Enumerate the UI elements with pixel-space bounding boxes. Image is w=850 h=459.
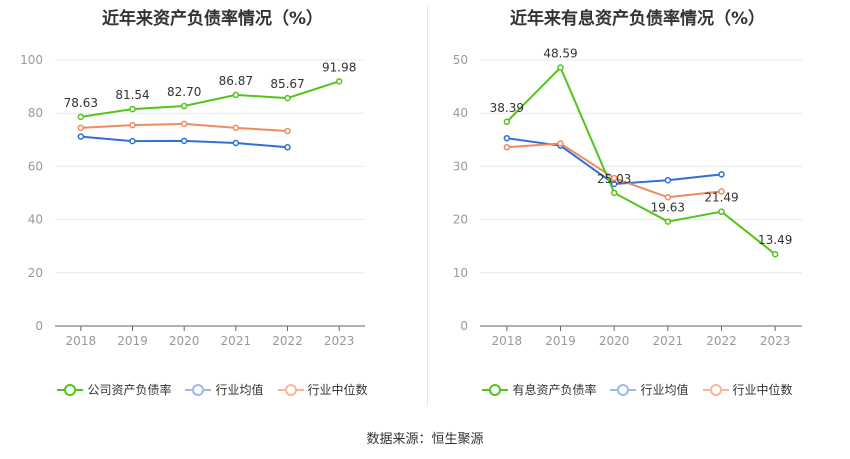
data-point-primary [129,105,136,113]
y-tick-label: 60 [28,159,43,173]
y-tick-label: 0 [35,319,43,333]
x-tick-label: 2023 [760,334,791,348]
x-tick-label: 2022 [272,334,303,348]
legend-label: 行业均值 [640,383,689,397]
chart-right-title: 近年来有息资产负债率情况（%） [509,9,766,29]
chart-right: 近年来有息资产负债率情况（%） 0 10 20 30 40 50 2018 2019 2020 2… [425,0,850,410]
legend-label: 行业中位数 [732,383,793,397]
data-point-avg [718,171,725,178]
data-source: 数据来源：恒生聚源 [366,432,484,447]
data-point-avg [503,134,511,142]
x-tick-label: 2018 [66,334,97,348]
data-point-primary [232,91,240,99]
series-line-primary [80,80,340,118]
chart-right-legend: 有息资产负债率 行业均值 行业中位数 [425,381,850,398]
legend-label: 行业中位数 [307,383,368,397]
y-tick-label: 20 [453,213,468,227]
x-tick-label: 2019 [545,334,576,348]
data-point-avg [129,137,136,145]
data-point-median [232,124,240,132]
y-tick-label: 0 [460,319,468,333]
x-tick-label: 2023 [324,334,355,348]
y-tick-label: 20 [28,266,43,280]
x-tick-label: 2021 [653,334,684,348]
data-label: 91.98 [322,60,356,74]
data-point-avg [284,143,291,151]
legend-swatch-blue [610,383,637,396]
data-label: 86.87 [219,74,253,88]
data-point-primary [335,78,343,85]
series-line-primary [506,65,776,256]
data-label: 21.49 [704,191,738,205]
data-point-median [77,124,85,132]
legend-swatch-green [482,383,509,396]
data-point-primary [557,64,564,71]
data-label: 82.70 [167,85,201,99]
data-point-median [557,140,564,147]
data-point-primary [284,94,291,102]
legend-swatch-orange [277,383,304,396]
legend-label: 有息资产负债率 [512,383,597,397]
legend-swatch-orange [702,383,729,396]
panel-divider [427,6,428,406]
data-point-median [718,188,725,195]
y-tick-label: 10 [453,266,468,280]
chart-left-legend: 公司资产负债率 行业均值 行业中位数 [0,381,425,398]
legend-item-company-ratio[interactable]: 公司资产负债率 [57,381,171,398]
data-label: 81.54 [115,88,149,102]
data-point-avg [664,176,672,184]
x-tick-label: 2018 [492,334,523,348]
data-point-avg [610,180,618,188]
data-point-median [129,121,136,129]
series-line-median [506,142,722,199]
data-point-avg [180,137,188,145]
legend-item-industry-avg[interactable]: 行业均值 [610,381,689,398]
legend-item-interest-ratio[interactable]: 有息资产负债率 [482,381,596,398]
chart-left: 近年来资产负债率情况（%） 0 20 40 60 80 100 2018 2019 2020 20… [0,0,425,410]
y-tick-label: 40 [453,106,468,120]
x-tick-label: 2020 [599,334,630,348]
data-point-avg [232,139,240,147]
data-point-median [664,194,672,201]
x-tick-label: 2022 [706,334,737,348]
x-tick-label: 2021 [221,334,252,348]
x-tick-label: 2019 [117,334,148,348]
y-tick-label: 30 [453,159,468,173]
data-point-primary [771,250,779,258]
data-point-avg [77,133,85,140]
legend-swatch-green [57,383,84,396]
data-point-primary [77,113,85,121]
data-point-median [180,120,188,128]
y-tick-label: 80 [28,106,43,120]
x-tick-label: 2020 [169,334,200,348]
chart-left-title: 近年来资产负债率情况（%） [101,9,324,29]
legend-item-industry-avg[interactable]: 行业均值 [185,381,264,398]
data-point-primary [503,118,511,126]
data-point-primary [180,102,188,110]
data-label: 78.63 [64,96,98,110]
data-label: 38.39 [490,101,524,115]
legend-swatch-blue [185,383,212,396]
data-point-median [610,174,618,182]
legend-item-industry-median[interactable]: 行业中位数 [702,381,793,398]
chart-left-plot: 0 20 40 60 80 100 2018 2019 2020 2021 2022 2023 78.6… [20,53,365,348]
data-point-primary [664,218,672,225]
legend-label: 行业均值 [215,383,264,397]
y-tick-label: 40 [28,213,43,227]
legend-item-industry-median[interactable]: 行业中位数 [277,381,368,398]
data-point-median [284,127,291,135]
data-label: 85.67 [270,77,304,91]
y-tick-label: 50 [453,53,468,67]
data-point-median [503,143,511,151]
data-label: 48.59 [543,47,577,61]
y-tick-label: 100 [20,53,43,67]
data-label: 13.49 [758,233,792,247]
data-label: 19.63 [651,201,685,215]
data-label: 25.03 [597,172,631,186]
data-point-primary [610,189,618,197]
data-point-primary [718,208,725,215]
chart-right-plot: 0 10 20 30 40 50 2018 2019 2020 2021 2022 2023 38.39… [453,47,802,348]
legend-label: 公司资产负债率 [87,383,172,397]
